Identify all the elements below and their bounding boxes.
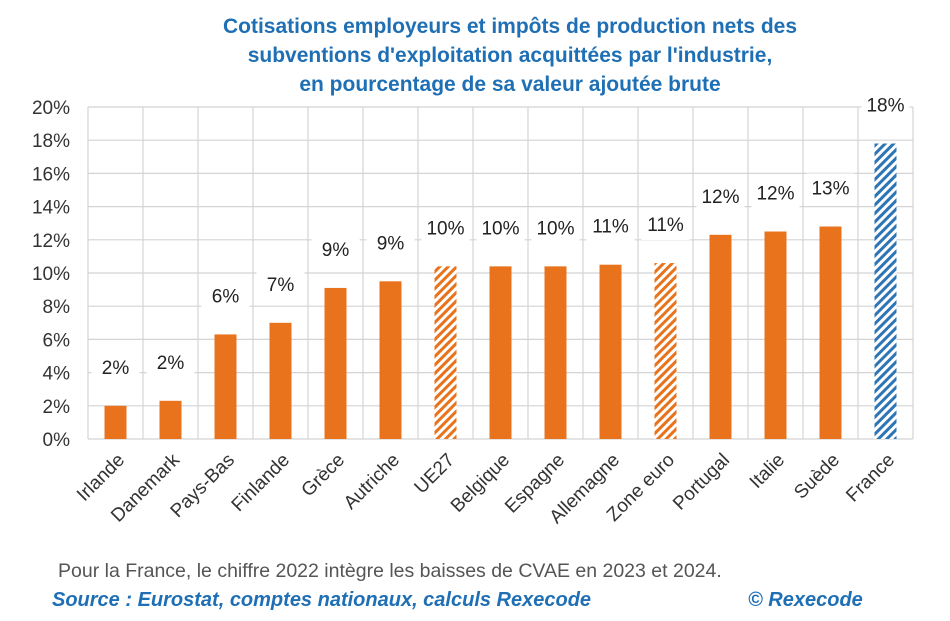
copyright: © Rexecode <box>748 589 863 611</box>
x-tick-label: France <box>842 450 899 507</box>
y-tick-label: 14% <box>32 198 70 219</box>
bar-autriche <box>379 281 402 439</box>
data-label: 9% <box>377 233 405 254</box>
data-label: 9% <box>322 240 350 261</box>
data-label-background <box>311 234 360 265</box>
data-label-background <box>696 181 745 212</box>
source-line: Source : Eurostat, comptes nationaux, ca… <box>52 589 592 611</box>
bar-belgique <box>489 266 512 439</box>
y-tick-label: 6% <box>43 330 71 351</box>
bar-su-de <box>819 226 842 439</box>
x-tick-label: Suède <box>790 450 844 504</box>
data-label: 10% <box>426 218 464 239</box>
x-tick-label: Portugal <box>669 450 734 515</box>
data-label-background <box>421 213 470 244</box>
data-label: 11% <box>647 215 684 236</box>
data-label-background <box>806 173 855 204</box>
y-tick-label: 20% <box>32 98 70 119</box>
y-tick-label: 0% <box>43 430 71 451</box>
data-label-background <box>256 269 305 300</box>
data-label: 7% <box>267 275 295 296</box>
data-label-background <box>861 90 910 121</box>
y-tick-label: 18% <box>32 131 70 152</box>
y-tick-label: 2% <box>43 397 71 418</box>
x-tick-label: Autriche <box>340 450 404 514</box>
bar-gr-ce <box>324 287 347 439</box>
y-tick-label: 10% <box>32 264 70 285</box>
data-label-background <box>91 352 140 383</box>
bar-france <box>874 143 897 439</box>
data-label: 18% <box>866 96 904 117</box>
bar-zone-euro <box>654 263 677 439</box>
data-label: 12% <box>701 187 739 208</box>
data-label-background <box>641 210 690 241</box>
bar-danemark <box>159 400 182 439</box>
data-label-background <box>366 228 415 259</box>
x-tick-label: Italie <box>746 450 789 493</box>
bar-finlande <box>269 322 292 439</box>
data-label-background <box>531 213 580 244</box>
data-label: 11% <box>592 217 629 238</box>
x-tick-label: UE27 <box>411 450 459 498</box>
bar-espagne <box>544 266 567 439</box>
y-tick-label: 8% <box>43 297 71 318</box>
data-label: 10% <box>536 218 574 239</box>
data-labels: 2% 2% 6% 7% 9% 9% 10% 10% 10% 11% 11% 12% 12% 13% 18% <box>91 90 910 383</box>
data-label: 2% <box>102 358 130 379</box>
data-label: 13% <box>811 179 849 200</box>
bar-italie <box>764 231 787 439</box>
y-tick-label: 4% <box>43 364 71 385</box>
bar-allemagne <box>599 264 622 439</box>
data-label: 12% <box>756 184 794 205</box>
chart-title-line-2: subventions d'exploitation acquittées pa… <box>247 44 773 67</box>
x-tick-label: Finlande <box>228 450 294 516</box>
data-label: 2% <box>157 353 185 374</box>
data-label-background <box>751 178 800 209</box>
data-label-background <box>586 211 635 242</box>
bar-pays-bas <box>214 334 237 439</box>
bar-ue27 <box>434 266 457 439</box>
footnote: Pour la France, le chiffre 2022 intègre … <box>58 560 722 582</box>
chart-title: Cotisations employeurs et impôts de prod… <box>100 12 920 99</box>
x-tick-label: Grèce <box>298 450 349 501</box>
data-label-background <box>476 213 525 244</box>
y-axis-ticks: 0% 2% 4% 6% 8% 10% 12% 14% 16% 18% 20% <box>32 98 70 451</box>
y-tick-label: 12% <box>32 231 70 252</box>
chart-title-line-3: en pourcentage de sa valeur ajoutée brut… <box>299 73 721 96</box>
chart-title-line-1: Cotisations employeurs et impôts de prod… <box>222 15 798 38</box>
bar-irlande <box>104 405 127 439</box>
data-label-background <box>201 281 250 312</box>
bar-portugal <box>709 234 732 439</box>
bars <box>104 143 897 439</box>
data-label: 6% <box>212 286 240 307</box>
y-tick-label: 16% <box>32 164 70 185</box>
data-label-background <box>146 347 195 378</box>
data-label: 10% <box>481 218 519 239</box>
